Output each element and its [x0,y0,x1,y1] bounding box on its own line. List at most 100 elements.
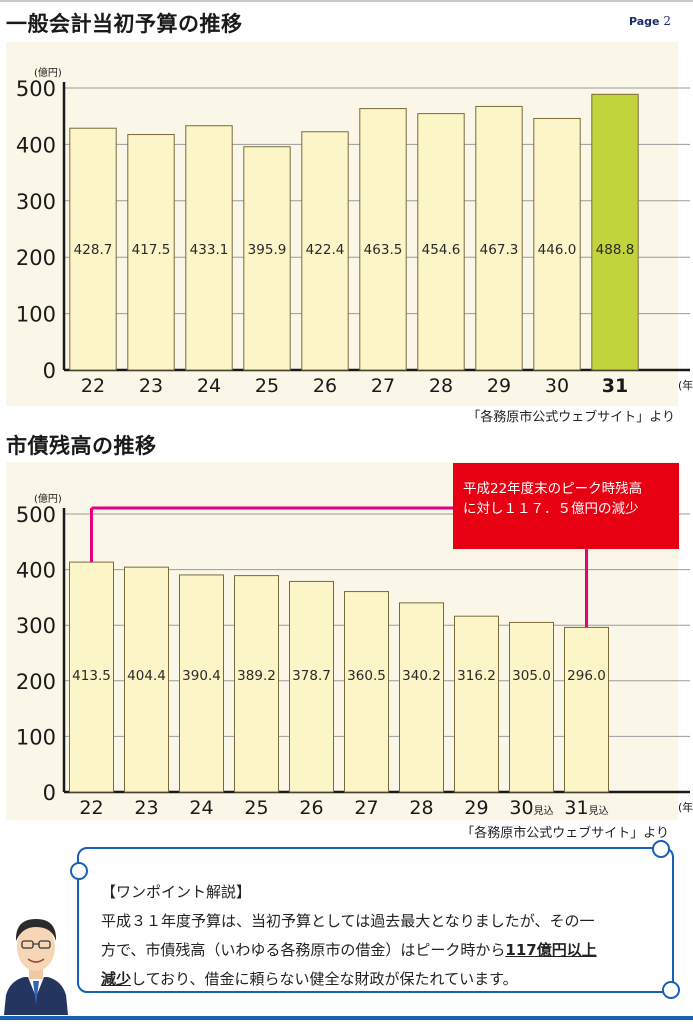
bar [475,105,523,371]
bar [344,591,389,793]
y-tick-label: 300 [16,614,56,638]
bar-value-label: 296.0 [567,668,606,684]
bar [591,93,639,371]
bar-value-label: 454.6 [422,242,461,258]
x-tick-label: 25 [255,375,279,397]
note-line-2: 方で、市債残高（いわゆる各務原市の借金）はピーク時から117億円以上 [101,936,661,965]
y-tick-label: 100 [16,725,56,749]
y-axis-unit: (億円) [34,492,62,505]
bar [243,146,291,371]
x-tick-suffix: 見込 [589,805,609,817]
bar [509,621,554,793]
x-axis-unit: (年度) [678,378,693,392]
scroll-curl-top-left [70,862,88,880]
x-tick-label: 28 [409,797,433,819]
y-tick-label: 400 [16,133,56,157]
bar-value-label: 360.5 [347,668,386,684]
bar [399,602,444,793]
x-axis-unit: (年度) [678,800,693,814]
note-highlight-decrease: 減少 [101,970,132,988]
bar-value-label: 433.1 [190,242,229,258]
debt-chart-source: 「各務原市公式ウェブサイト」より [461,826,669,841]
x-tick-label: 27 [371,375,395,397]
bar [289,580,334,793]
bar-value-label: 389.2 [237,668,276,684]
y-tick-label: 300 [16,190,56,214]
bottom-rule [0,1016,693,1020]
bar-value-label: 422.4 [306,242,345,258]
y-tick-label: 0 [43,781,56,805]
x-tick-label: 31 [602,375,628,397]
bar [69,561,114,793]
x-tick-label: 30見込 [509,797,553,819]
bar [564,626,609,793]
note-line-2-text: 方で、市債残高（いわゆる各務原市の借金）はピーク時から [101,941,506,959]
scroll-curl-top-right [652,840,670,858]
one-point-note: 【ワンポイント解説】 平成３１年度予算は、当初予算としては過去最大となりましたが… [101,878,661,994]
bar-value-label: 305.0 [512,668,551,684]
y-axis-unit: (億円) [34,66,62,79]
bar-value-label: 467.3 [480,242,519,258]
budget-chart-source: 「各務原市公式ウェブサイト」より [467,410,675,425]
bar-value-label: 404.4 [127,668,166,684]
note-line-3: 減少しており、借金に頼らない健全な財政が保たれています。 [101,965,661,994]
bar [234,575,279,793]
x-tick-label: 27 [354,797,378,819]
x-tick-label: 29 [464,797,488,819]
y-tick-label: 500 [16,503,56,527]
bar-value-label: 340.2 [402,668,441,684]
bar-value-label: 390.4 [182,668,221,684]
page-number: 2 [663,14,671,28]
x-tick-label: 29 [487,375,511,397]
y-tick-label: 500 [16,77,56,101]
bar [359,108,407,371]
bar-value-label: 316.2 [457,668,496,684]
x-tick-label: 30 [545,375,569,397]
bar [417,113,465,371]
debt-chart-title: 市債残高の推移 [6,434,157,458]
bar-value-label: 417.5 [132,242,171,258]
callout-line-1: 平成22年度末のピーク時残高 [463,481,643,497]
x-tick-label: 26 [299,797,323,819]
callout-line-2: に対し１１７．５億円の減少 [463,501,639,517]
bar [454,615,499,793]
note-highlight-amount: 117億円以上 [505,941,597,959]
presenter-avatar-icon [4,919,68,1015]
x-tick-label: 23 [139,375,163,397]
y-tick-label: 200 [16,246,56,270]
note-line-3-text: しており、借金に頼らない健全な財政が保たれています。 [131,970,518,988]
note-heading: 【ワンポイント解説】 [101,883,252,901]
bar [533,117,581,371]
bar-value-label: 428.7 [74,242,113,258]
x-tick-label: 23 [134,797,158,819]
bar-value-label: 446.0 [538,242,577,258]
bar-value-label: 395.9 [248,242,287,258]
x-tick-suffix: 見込 [534,805,554,817]
bar [301,131,349,371]
x-tick-label: 24 [197,375,221,397]
y-tick-label: 100 [16,303,56,327]
x-tick-label: 22 [79,797,103,819]
bar-value-label: 488.8 [596,242,635,258]
page-label: Page 2 [629,14,671,28]
y-tick-label: 400 [16,559,56,583]
bar [185,125,233,371]
x-tick-label: 22 [81,375,105,397]
top-rule [0,0,693,2]
budget-chart-title: 一般会計当初予算の推移 [6,12,243,36]
y-tick-label: 200 [16,670,56,694]
one-point-note-box [77,847,674,993]
bar [127,134,175,371]
x-tick-label: 31見込 [564,797,608,819]
page-word: Page [628,15,660,28]
scroll-curl-bottom-right [662,981,680,999]
bar-value-label: 413.5 [72,668,111,684]
x-tick-label: 26 [313,375,337,397]
note-line-1: 平成３１年度予算は、当初予算としては過去最大となりましたが、その一 [101,912,595,930]
bar [124,566,169,793]
x-tick-label: 28 [429,375,453,397]
x-tick-label: 25 [244,797,268,819]
bar-value-label: 378.7 [292,668,331,684]
